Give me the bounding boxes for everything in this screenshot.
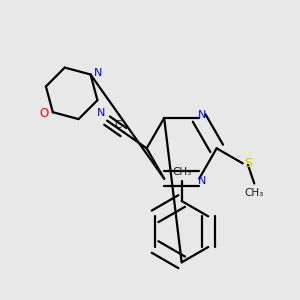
Text: S: S <box>244 157 252 170</box>
Text: O: O <box>40 107 49 120</box>
Text: N: N <box>198 176 206 186</box>
Text: CH₃: CH₃ <box>245 188 264 197</box>
Text: C: C <box>114 120 122 130</box>
Text: N: N <box>97 108 105 118</box>
Text: N: N <box>94 68 102 78</box>
Text: N: N <box>198 110 206 120</box>
Text: CH₃: CH₃ <box>172 167 191 177</box>
